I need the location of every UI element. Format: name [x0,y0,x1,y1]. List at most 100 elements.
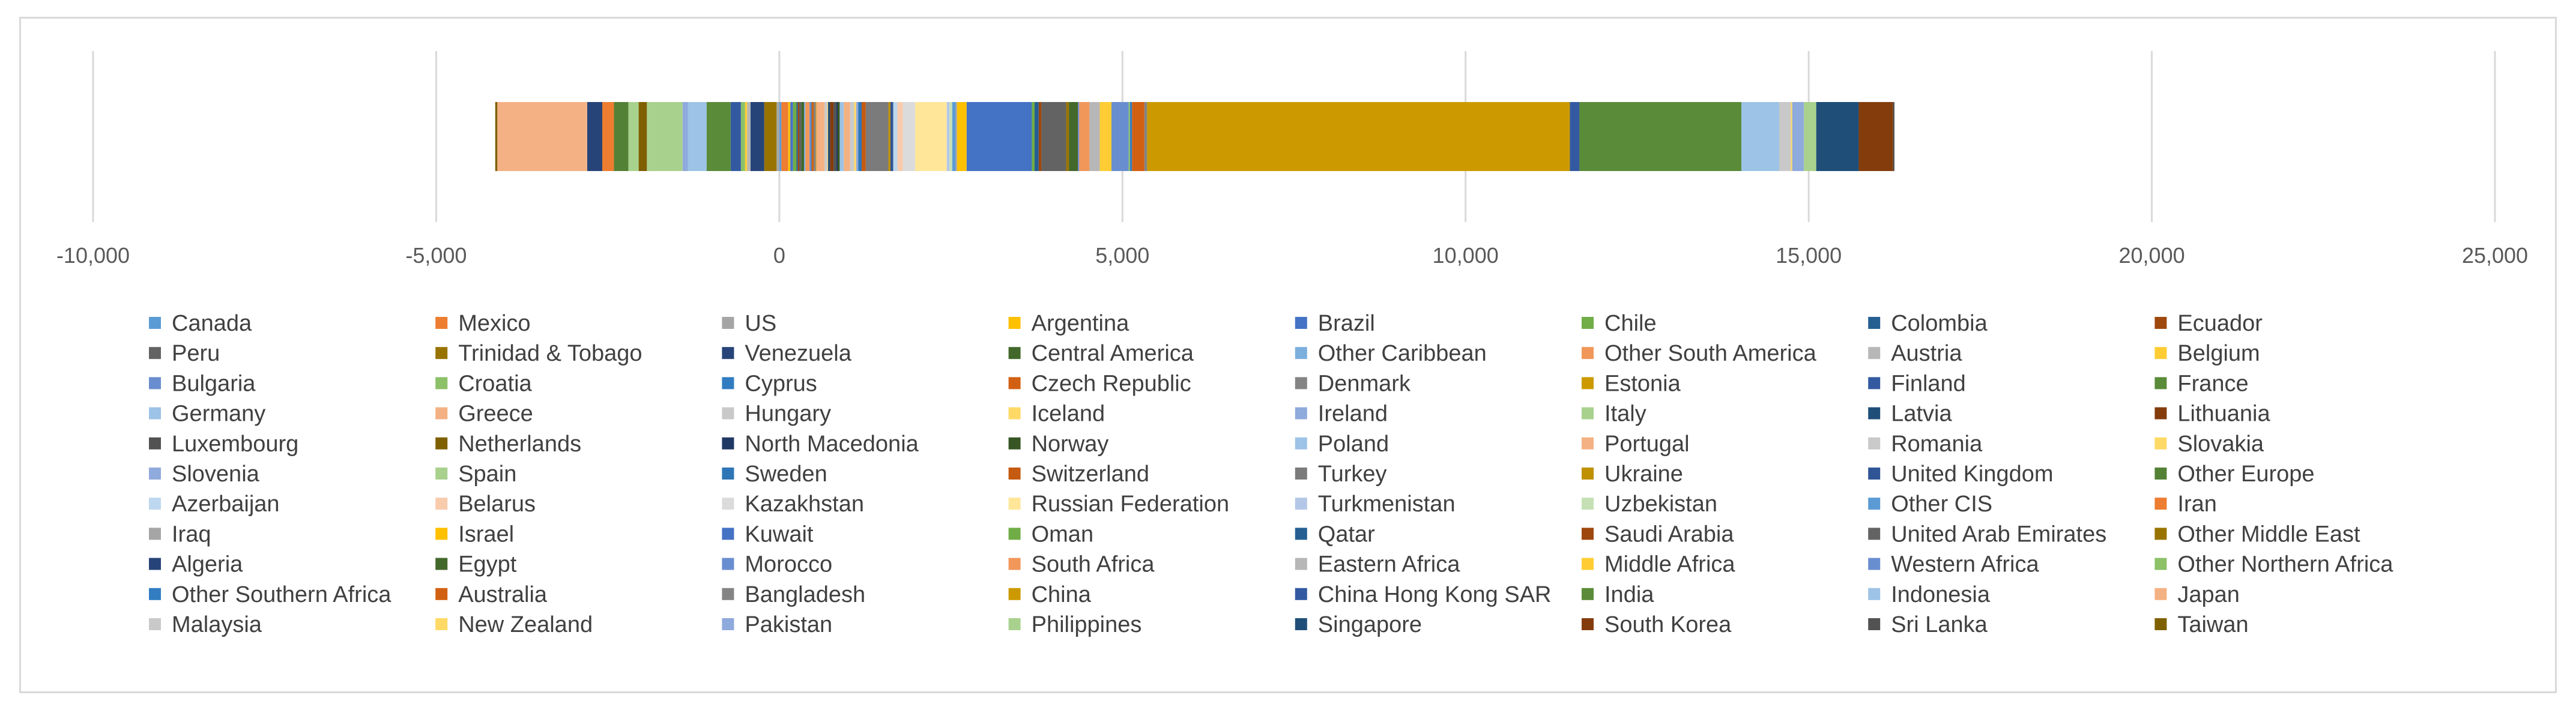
bar-segment-other-caribbean [804,102,806,171]
legend-label: Mexico [458,311,530,336]
legend-item: Ecuador [2154,311,2263,336]
legend-item: New Zealand [435,612,593,637]
x-tick-label: 15,000 [1776,243,1842,268]
bar-segment-western-africa [1111,102,1129,171]
legend-label: Bulgaria [172,371,256,396]
legend-swatch [435,468,448,480]
bar-segment-oman [1032,102,1035,171]
legend-item: Oman [1008,522,1093,547]
legend-swatch [2154,347,2167,360]
legend-item: Other Europe [2154,462,2315,487]
legend-swatch [1868,588,1881,600]
legend-swatch [722,437,734,450]
legend-swatch [2154,468,2167,480]
legend-label: Bangladesh [745,582,865,607]
legend-label: United Arab Emirates [1891,522,2106,547]
legend-item: Austria [1868,341,1962,366]
legend-item: Kuwait [722,522,814,547]
bar-segment-switzerland [862,102,866,171]
legend-label: Turkmenistan [1318,492,1456,517]
x-tick-label: -5,000 [405,243,467,268]
legend-item: Mexico [435,311,531,336]
legend-swatch [1582,528,1594,540]
bar-segment-spain [628,102,639,171]
bar-segment-trinidad-tobago [764,102,777,171]
bar-segment-singapore [1816,102,1859,171]
legend-item: United Kingdom [1868,462,2054,487]
bar-segment-qatar [1035,102,1039,171]
legend-label: Australia [458,582,548,607]
legend-item: Malaysia [149,612,262,637]
bar-segment-united-kingdom [890,102,893,171]
legend-label: Canada [172,311,252,336]
legend-label: Taiwan [2177,612,2248,637]
legend-item: Greece [435,402,533,427]
bar-segment-ecuador [797,102,799,171]
legend-item: Switzerland [1008,462,1149,487]
legend-item: Sri Lanka [1868,612,1988,637]
legend-label: Algeria [172,552,243,577]
legend-swatch [1582,468,1594,480]
legend-swatch [1295,498,1307,510]
legend-item: Denmark [1295,371,1411,396]
legend-swatch [1008,377,1021,390]
legend-label: Sri Lanka [1891,612,1988,637]
legend-swatch [2154,528,2167,540]
legend-label: Cyprus [745,371,817,396]
legend-item: Iceland [1008,402,1105,427]
bar-segment-turkey [865,102,889,171]
legend-label: China Hong Kong SAR [1318,582,1552,607]
bar-segment-hungary [824,102,827,171]
bar-segment-middle-africa [1099,102,1111,171]
legend-swatch [149,407,161,420]
bar-segment-indonesia [1741,102,1779,171]
legend-swatch [1295,558,1307,570]
legend-item: China Hong Kong SAR [1295,582,1552,607]
legend-swatch [722,377,734,390]
legend-item: Ukraine [1582,462,1683,487]
legend-item: Brazil [1295,311,1375,336]
legend-item: Cyprus [722,371,817,396]
bar-segment-finland [730,102,741,171]
legend-item: Finland [1868,371,1966,396]
legend-label: Indonesia [1891,582,1991,607]
legend-item: India [1582,582,1654,607]
bar-segment-azerbaijan [893,102,898,171]
legend-item: Turkey [1295,462,1387,487]
legend-item: Other CIS [1868,492,1992,517]
bar-segment-china-hong-kong-sar [1570,102,1580,171]
legend-item: Egypt [435,552,517,577]
legend-item: Romania [1868,432,1983,457]
bar-segment-venezuela [750,102,764,171]
legend-swatch [1868,468,1881,480]
bar-segment-iceland [827,102,828,171]
bar-segment-morocco [1078,102,1080,171]
legend-item: Algeria [149,552,243,577]
legend-item: North Macedonia [722,432,919,457]
legend-label: South Korea [1604,612,1732,637]
legend-swatch [1582,558,1594,570]
legend-swatch [1582,317,1594,329]
legend-label: Lithuania [2177,402,2270,427]
legend-item: Bulgaria [149,371,256,396]
legend-item: Singapore [1295,612,1422,637]
bar-segment-us [776,102,779,171]
bar-segment-saudi-arabia [1038,102,1042,171]
legend-swatch [1295,377,1307,390]
x-tick-label: 20,000 [2119,243,2185,268]
legend-swatch [1582,437,1594,450]
legend-label: North Macedonia [745,432,919,457]
legend-item: Portugal [1582,432,1690,457]
bar-segment-sri-lanka [1893,102,1894,171]
legend-label: Western Africa [1891,552,2039,577]
legend-swatch [1295,407,1307,420]
bar-segment-other-southern-africa [1129,102,1132,171]
bar-segment-france [706,102,731,171]
legend-label: Peru [172,341,220,366]
legend-swatch [2154,377,2167,390]
legend-item: Taiwan [2154,612,2249,637]
legend-item: Pakistan [722,612,832,637]
legend-label: Italy [1604,402,1646,427]
legend-label: Eastern Africa [1318,552,1460,577]
bar-segment-slovenia [856,102,859,171]
